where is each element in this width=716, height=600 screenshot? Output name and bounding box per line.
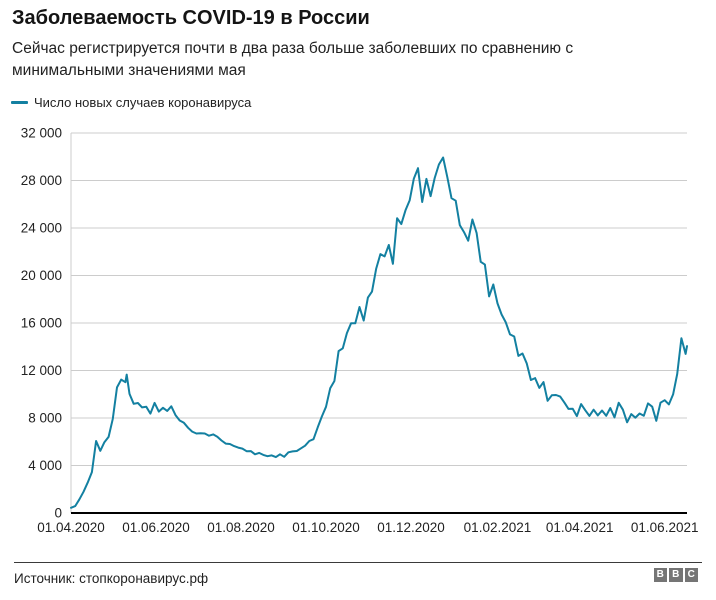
bbc-logo: B B C [653,568,698,582]
y-tick-label: 24 000 [21,221,62,236]
x-tick-label: 01.08.2020 [207,520,275,535]
bbc-logo-block-c: C [684,568,698,582]
x-tick-label: 01.10.2020 [292,520,360,535]
subtitle-line-2: минимальными значениями мая [12,62,246,79]
x-tick-label: 01.04.2020 [37,520,105,535]
covid-line-chart: 0 4 000 8 000 12 000 16 000 20 000 24 000 28 00… [21,126,699,536]
subtitle-line-1: Сейчас регистрируется почти в два раза б… [12,40,574,57]
y-tick-label: 28 000 [21,173,62,188]
x-tick-label: 01.06.2020 [122,520,190,535]
legend-line-swatch [11,101,28,104]
new-cases-line [70,156,688,509]
y-tick-label: 32 000 [21,126,62,141]
bbc-logo-block-b2: B [669,568,683,582]
page-subtitle: Сейчас регистрируется почти в два раза б… [12,38,573,82]
footer-divider [14,562,702,563]
y-tick-label: 8 000 [28,411,62,426]
x-tick-label: 01.12.2020 [377,520,445,535]
y-tick-label: 20 000 [21,268,62,283]
source-label: Источник: стопкоронавирус.рф [14,571,209,586]
x-tick-label: 01.06.2021 [631,520,699,535]
y-tick-label: 0 [54,506,62,521]
legend-label: Число новых случаев коронавируса [34,95,252,110]
y-tick-label: 4 000 [28,458,62,473]
legend: Число новых случаев коронавируса [11,95,251,110]
x-tick-label: 01.02.2021 [464,520,532,535]
y-tick-label: 16 000 [21,316,62,331]
x-tick-label: 01.04.2021 [546,520,614,535]
y-tick-label: 12 000 [21,363,62,378]
page-title: Заболеваемость COVID-19 в России [12,7,370,29]
bbc-logo-block-b1: B [653,568,667,582]
